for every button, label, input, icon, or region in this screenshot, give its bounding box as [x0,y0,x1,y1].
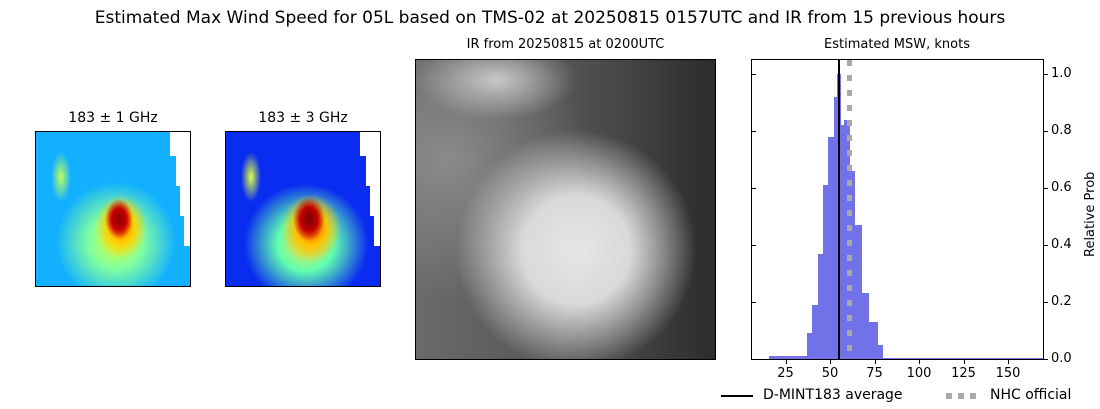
y-tick-label: 0.6 [1051,180,1072,195]
histogram-plot [751,59,1044,360]
x-tick-label: 100 [906,366,932,381]
x-tick-label: 125 [951,366,976,381]
histogram-bar [849,170,855,359]
mw3-title: 183 ± 3 GHz [258,110,348,126]
histogram-bar [840,125,845,359]
y-tick [1044,188,1048,189]
x-tick [919,360,920,364]
x-tick-label: 25 [777,366,794,381]
y-tick-label: 0.8 [1051,123,1072,138]
mw3-image [225,131,381,287]
mw1-title: 183 ± 1 GHz [68,110,158,126]
y-tick-label: 1.0 [1051,66,1072,81]
y-tick [752,359,756,360]
y-axis-label: Relative Prob [1083,171,1098,257]
histogram-bar [862,293,870,359]
y-tick [752,188,756,189]
legend-mean-swatch [721,395,753,397]
y-tick-label: 0.2 [1051,294,1072,309]
nhc-official-line [846,60,852,359]
ir-title: IR from 20250815 at 0200UTC [466,37,665,52]
y-tick [752,245,756,246]
x-tick-label: 150 [995,366,1021,381]
histogram-bar [769,356,807,359]
histogram-bar [869,321,879,359]
x-tick-label: 75 [866,366,883,381]
y-tick [1044,131,1048,132]
y-tick [752,131,756,132]
y-tick [1044,359,1048,360]
histogram-bar [822,185,829,359]
y-tick-label: 0.0 [1051,351,1072,366]
y-tick [752,302,756,303]
histogram-bar [806,333,813,359]
y-tick [1044,245,1048,246]
x-tick [785,360,787,364]
y-tick [752,74,756,75]
x-tick [830,360,831,364]
histogram-bar [878,344,884,359]
histogram-bar [833,96,838,359]
legend-nhc-label: NHC official [990,387,1072,403]
x-tick [963,360,965,364]
histogram-bar [883,357,1043,359]
histogram-bar [854,225,863,359]
hist-title: Estimated MSW, knots [824,37,970,52]
y-tick-label: 0.4 [1051,237,1072,252]
x-tick [1008,360,1009,364]
mw1-image [35,131,191,287]
histogram-bar [828,136,834,359]
figure-title: Estimated Max Wind Speed for 05L based o… [94,8,1006,28]
mean-line [837,60,840,359]
legend-nhc-swatch [946,393,980,399]
y-tick [1044,74,1048,75]
histogram-bar [812,304,818,359]
legend-mean-label: D-MINT183 average [763,387,903,403]
histogram-bar [817,253,823,359]
x-tick-label: 50 [821,366,839,381]
y-tick [1044,302,1048,303]
x-tick [874,360,876,364]
ir-image [415,59,716,360]
